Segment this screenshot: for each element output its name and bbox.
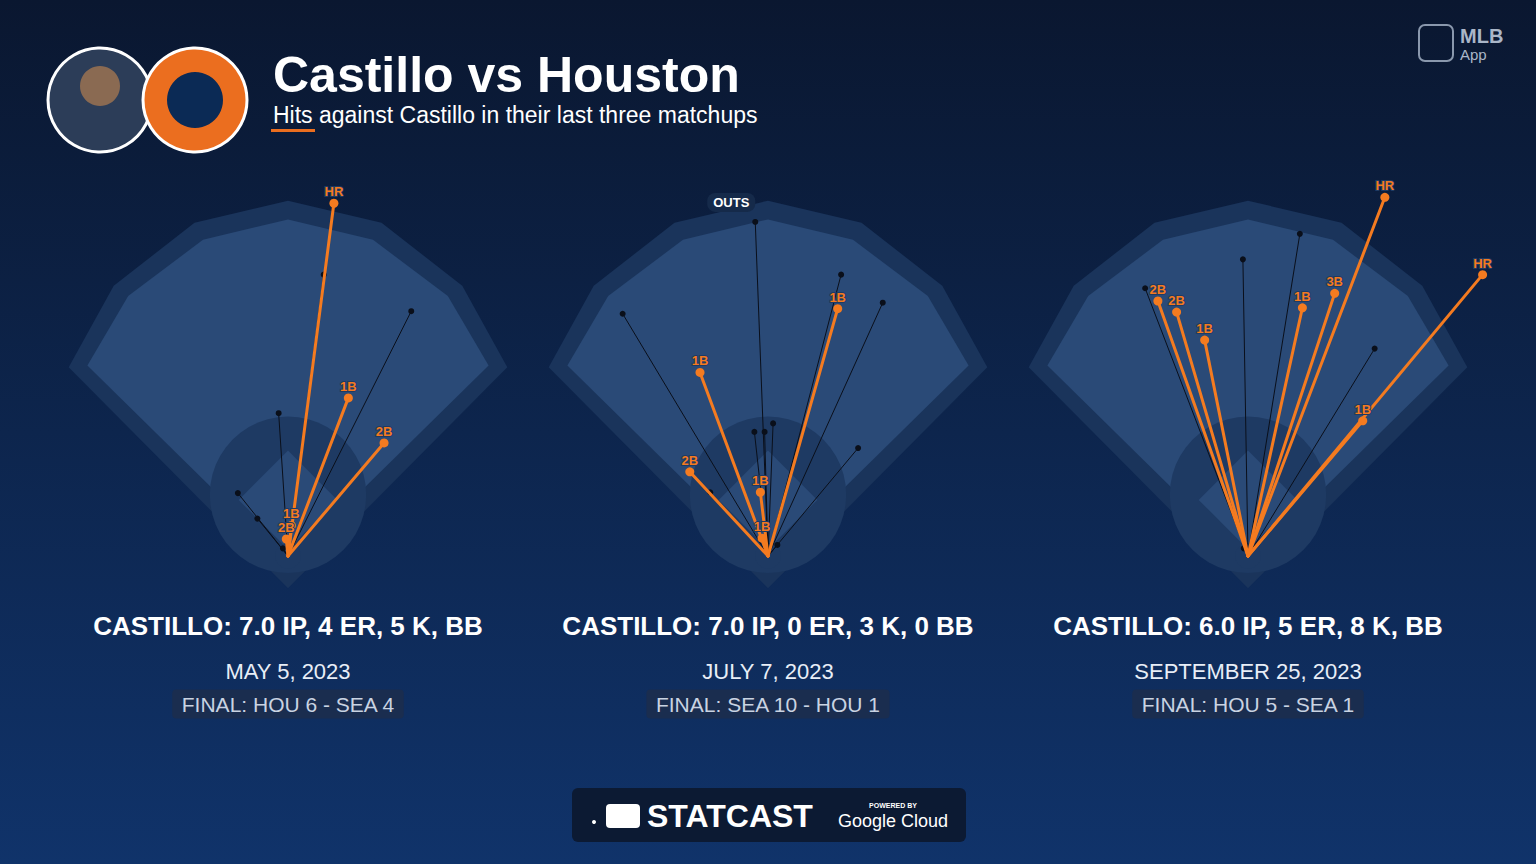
svg-text:2B: 2B (1150, 282, 1167, 297)
svg-text:Google Cloud: Google Cloud (838, 811, 948, 831)
svg-text:2B: 2B (1168, 293, 1185, 308)
svg-text:1B: 1B (1196, 321, 1213, 336)
svg-text:Hits against Castillo in their: Hits against Castillo in their last thre… (273, 102, 758, 128)
svg-text:FINAL: SEA 10 - HOU 1: FINAL: SEA 10 - HOU 1 (656, 693, 880, 716)
svg-text:HR: HR (1473, 256, 1492, 271)
svg-text:1B: 1B (754, 519, 771, 534)
svg-text:CASTILLO: 6.0 IP, 5 ER, 8 K, B: CASTILLO: 6.0 IP, 5 ER, 8 K, BB (1053, 611, 1443, 641)
svg-text:HR: HR (1375, 178, 1394, 193)
svg-text:Castillo vs Houston: Castillo vs Houston (273, 47, 740, 103)
svg-text:MLB: MLB (1460, 25, 1503, 47)
svg-text:FINAL: HOU 6 - SEA 4: FINAL: HOU 6 - SEA 4 (182, 693, 395, 716)
svg-text:App: App (1460, 46, 1487, 63)
svg-text:1B: 1B (692, 353, 709, 368)
svg-text:2B: 2B (376, 424, 393, 439)
svg-text:OUTS: OUTS (713, 195, 749, 210)
svg-text:2B: 2B (278, 520, 295, 535)
svg-text:SEPTEMBER 25, 2023: SEPTEMBER 25, 2023 (1134, 659, 1361, 684)
svg-text:JULY 7, 2023: JULY 7, 2023 (702, 659, 833, 684)
svg-text:1B: 1B (829, 290, 846, 305)
svg-text:FINAL: HOU 5 - SEA 1: FINAL: HOU 5 - SEA 1 (1142, 693, 1354, 716)
svg-text:3B: 3B (1326, 274, 1343, 289)
svg-text:MAY 5, 2023: MAY 5, 2023 (225, 659, 350, 684)
svg-text:1B: 1B (1354, 402, 1371, 417)
svg-text:CASTILLO: 7.0 IP, 4 ER, 5 K, B: CASTILLO: 7.0 IP, 4 ER, 5 K, BB (93, 611, 483, 641)
svg-text:POWERED BY: POWERED BY (869, 802, 917, 809)
svg-text:HR: HR (325, 184, 344, 199)
svg-text:1B: 1B (1294, 289, 1311, 304)
svg-text:2B: 2B (681, 453, 698, 468)
svg-text:1B: 1B (340, 379, 357, 394)
svg-text:CASTILLO: 7.0 IP, 0 ER, 3 K, 0: CASTILLO: 7.0 IP, 0 ER, 3 K, 0 BB (562, 611, 973, 641)
svg-text:STATCAST: STATCAST (647, 798, 813, 834)
svg-text:1B: 1B (283, 506, 300, 522)
svg-text:1B: 1B (752, 473, 769, 488)
